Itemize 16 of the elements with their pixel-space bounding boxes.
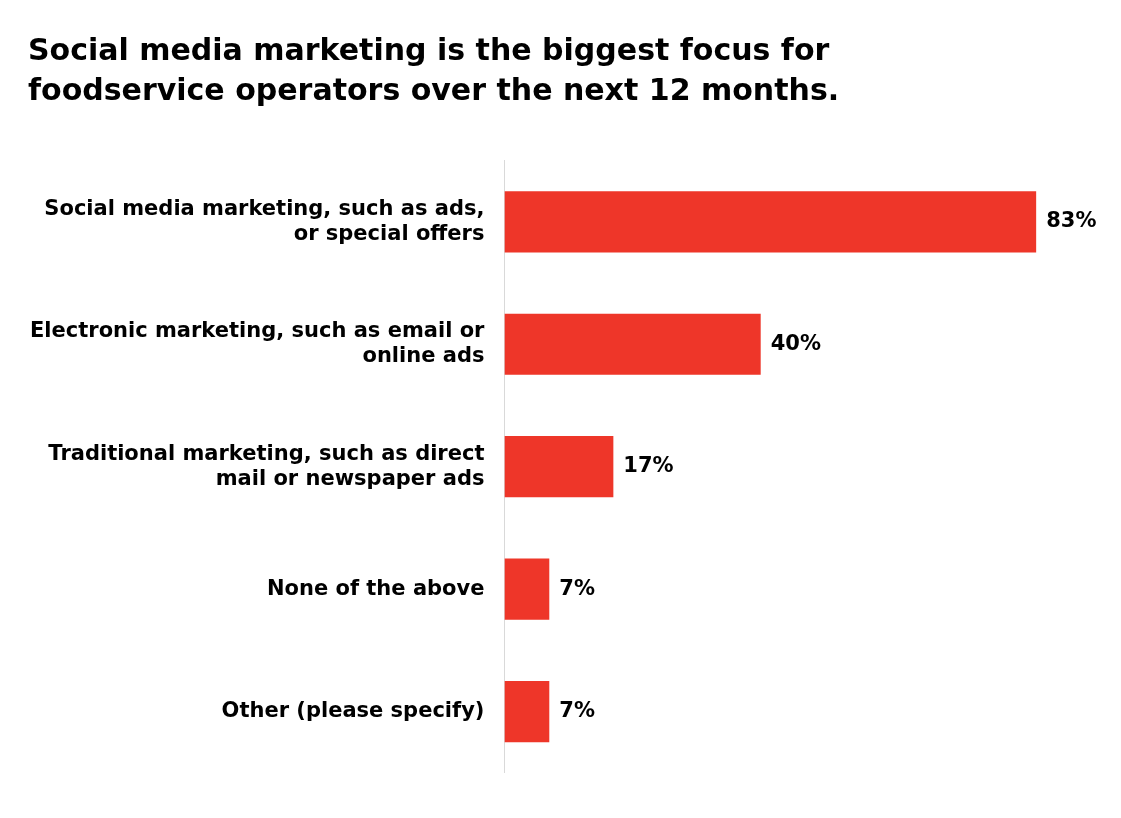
bar xyxy=(504,191,1037,253)
chart-title: Social media marketing is the biggest focus for foodservice operators over the next 12 months. xyxy=(28,31,841,109)
y-tick-label: Traditional marketing, such as direct mail or newspaper ads xyxy=(48,440,485,490)
bar xyxy=(504,680,550,743)
data-label: 83% xyxy=(1046,208,1097,233)
data-label: 7% xyxy=(559,575,595,600)
bar xyxy=(504,558,550,620)
bar xyxy=(504,436,614,498)
y-tick-label: None of the above xyxy=(266,575,485,600)
y-tick-label: Other (please specify) xyxy=(221,698,485,723)
data-label: 7% xyxy=(559,698,595,723)
y-tick-label: Electronic marketing, such as email or online ads xyxy=(30,318,486,368)
data-label: 40% xyxy=(770,330,821,355)
y-tick-label: Social media marketing, such as ads, or special offers xyxy=(44,195,485,245)
data-label: 17% xyxy=(623,453,674,478)
bar xyxy=(504,313,761,375)
